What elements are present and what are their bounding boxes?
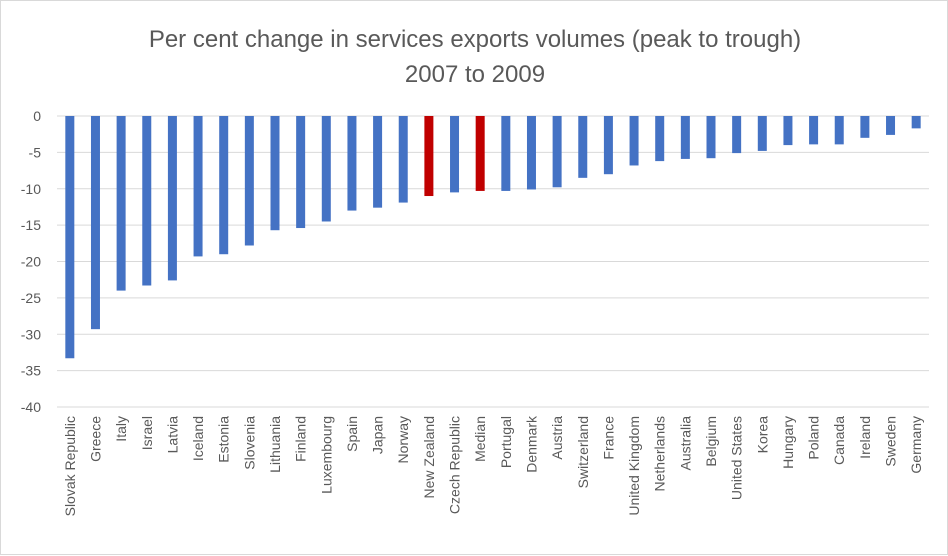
x-category-label: United Kingdom <box>626 416 642 516</box>
x-category-label: Finland <box>293 416 309 462</box>
bar-israel <box>142 116 152 286</box>
y-tick-label: -15 <box>21 217 41 233</box>
bar-hungary <box>783 116 793 146</box>
y-tick-label: -35 <box>21 363 41 379</box>
bar-netherlands <box>655 116 665 162</box>
bar-korea <box>757 116 767 151</box>
bar-slovak-republic <box>65 116 75 359</box>
x-category-label: Greece <box>87 416 103 462</box>
x-category-label: Median <box>472 416 488 462</box>
x-category-label: Ireland <box>857 416 873 459</box>
x-category-label: Canada <box>831 416 847 465</box>
bar-ireland <box>860 116 870 138</box>
x-category-label: Japan <box>370 416 386 454</box>
bar-estonia <box>219 116 229 255</box>
x-category-label: Poland <box>806 416 822 460</box>
bar-norway <box>398 116 408 203</box>
bar-lithuania <box>270 116 280 231</box>
x-category-label: Sweden <box>883 416 899 467</box>
bar-united-kingdom <box>629 116 639 166</box>
bar-united-states <box>732 116 742 154</box>
x-category-label: Hungary <box>780 416 796 469</box>
chart-title-line-2: 2007 to 2009 <box>405 61 545 88</box>
bar-greece <box>90 116 100 330</box>
x-category-label: Lithuania <box>267 416 283 473</box>
x-category-label: New Zealand <box>421 416 437 499</box>
x-category-label: United States <box>729 416 745 500</box>
bar-slovenia <box>244 116 254 246</box>
bar-switzerland <box>578 116 588 178</box>
bar-germany <box>911 116 921 129</box>
x-category-label: Norway <box>395 416 411 463</box>
x-category-label: Denmark <box>523 415 539 473</box>
x-category-label: Korea <box>754 416 770 454</box>
y-tick-label: -30 <box>21 326 41 342</box>
chart-title-line-1: Per cent change in services exports volu… <box>149 26 801 53</box>
x-category-label: Latvia <box>164 416 180 454</box>
x-category-label: Belgium <box>703 416 719 467</box>
x-category-label: Slovenia <box>241 416 257 470</box>
bar-median <box>475 116 485 191</box>
x-category-label: Italy <box>113 416 129 442</box>
x-category-label: France <box>600 416 616 460</box>
y-tick-label: -10 <box>21 181 41 197</box>
x-category-label: Iceland <box>190 416 206 461</box>
bar-luxembourg <box>321 116 331 222</box>
bar-new-zealand <box>424 116 434 197</box>
y-tick-label: -20 <box>21 254 41 270</box>
x-category-label: Czech Republic <box>447 416 463 514</box>
x-category-label: Estonia <box>216 416 232 463</box>
x-category-label: Germany <box>908 416 924 474</box>
y-tick-label: -5 <box>29 144 42 160</box>
bar-sweden <box>886 116 896 135</box>
bar-japan <box>373 116 383 208</box>
y-tick-label: -40 <box>21 399 41 415</box>
bar-belgium <box>706 116 716 159</box>
x-category-label: Slovak Republic <box>62 416 78 516</box>
x-category-label: Luxembourg <box>318 416 334 494</box>
y-tick-label: -25 <box>21 290 41 306</box>
x-category-label: Austria <box>549 416 565 460</box>
bar-finland <box>296 116 306 229</box>
bar-canada <box>834 116 844 145</box>
bar-spain <box>347 116 357 211</box>
x-category-label: Netherlands <box>652 416 668 492</box>
bar-france <box>603 116 613 175</box>
bar-latvia <box>167 116 177 281</box>
bar-italy <box>116 116 126 291</box>
bar-poland <box>809 116 819 145</box>
y-tick-label: 0 <box>33 108 41 124</box>
bar-australia <box>680 116 690 159</box>
bar-portugal <box>501 116 511 191</box>
bar-denmark <box>526 116 536 190</box>
x-category-label: Israel <box>139 416 155 450</box>
x-category-label: Switzerland <box>575 416 591 488</box>
bar-iceland <box>193 116 203 257</box>
x-category-label: Portugal <box>498 416 514 468</box>
bar-czech-republic <box>450 116 460 193</box>
bar-austria <box>552 116 562 188</box>
x-category-label: Australia <box>677 416 693 471</box>
x-category-label: Spain <box>344 416 360 452</box>
